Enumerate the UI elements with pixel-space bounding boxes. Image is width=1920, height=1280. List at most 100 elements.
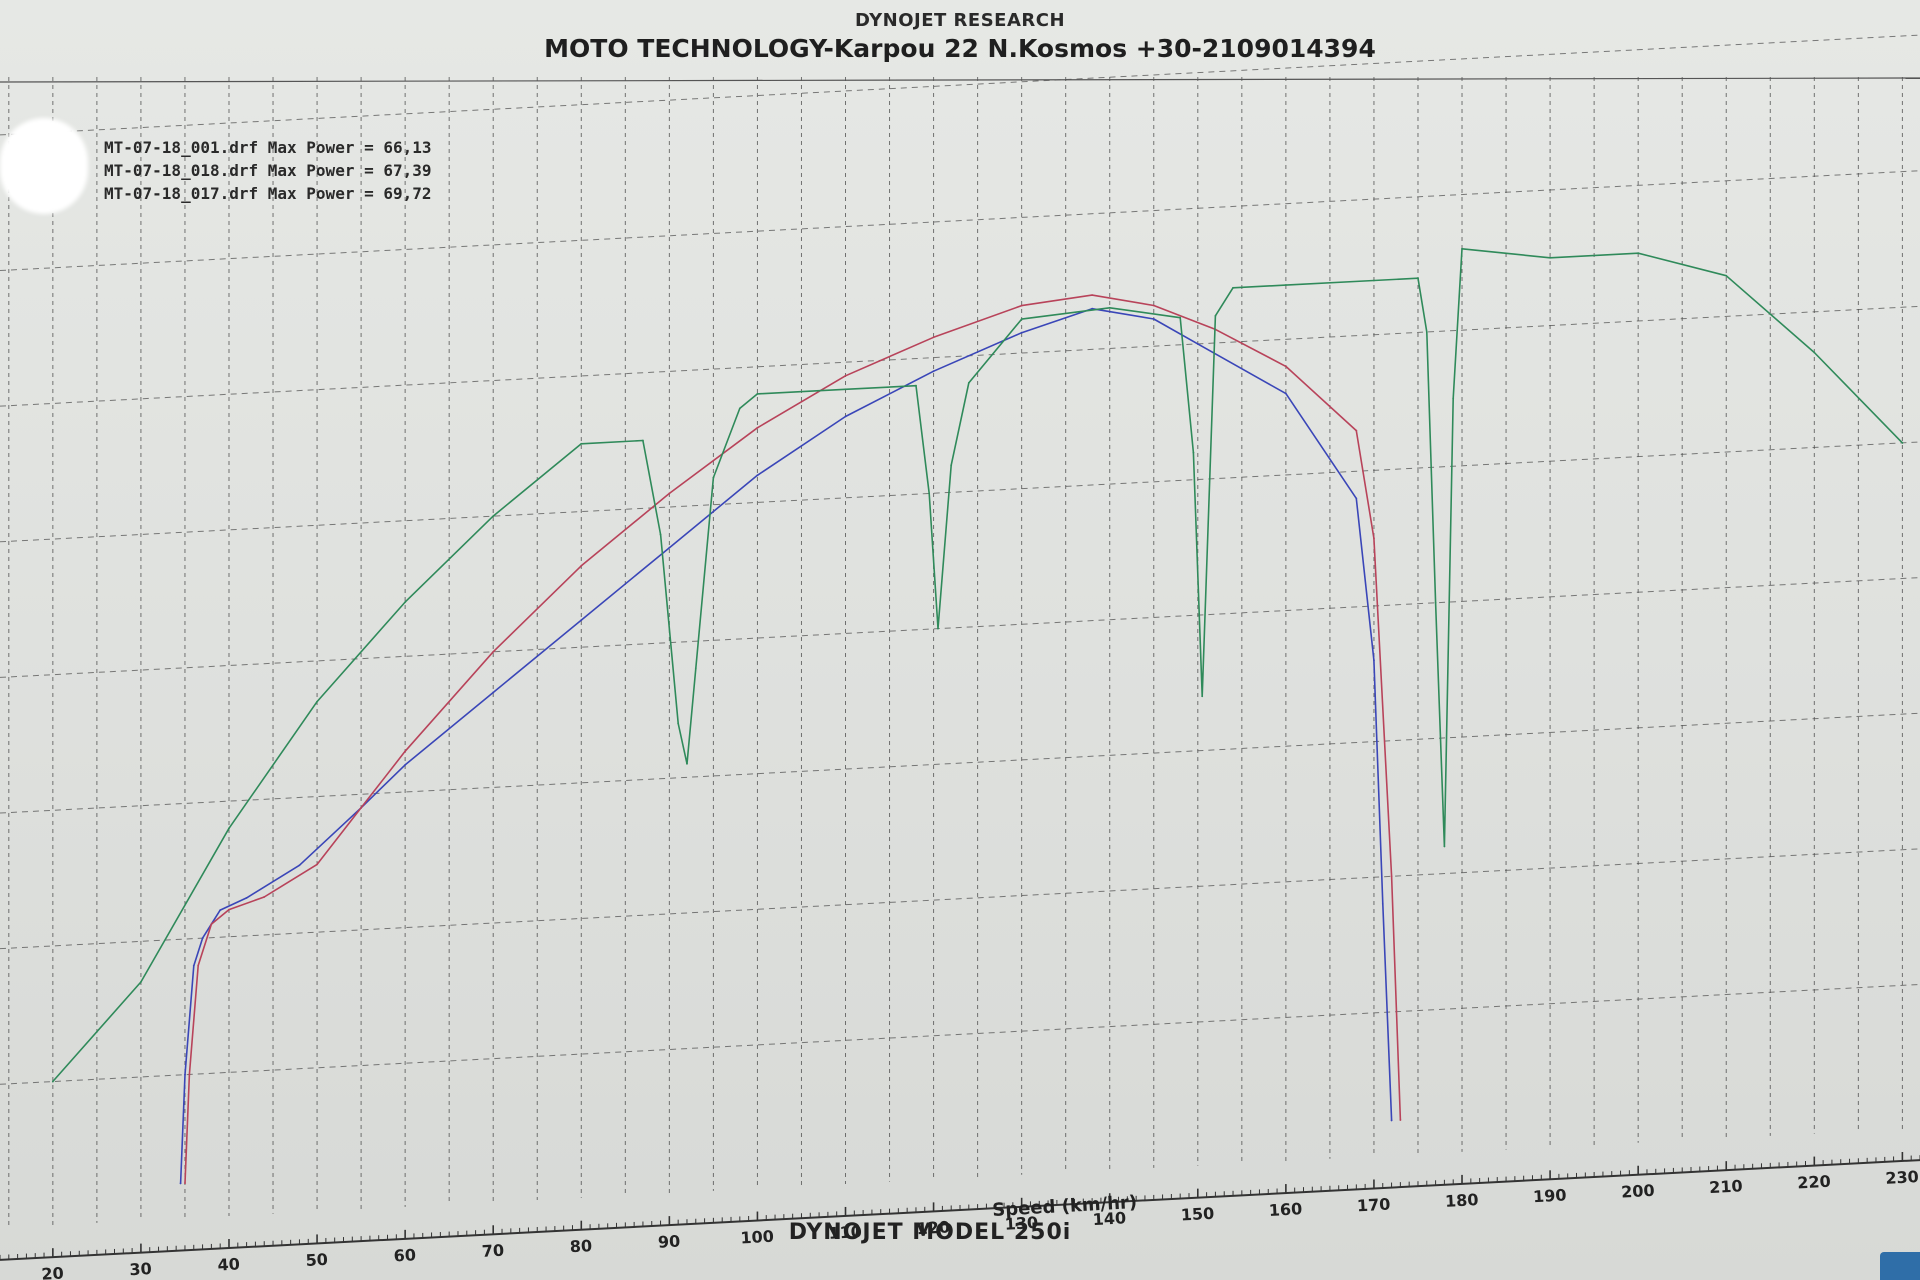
- chart-title: MOTO TECHNOLOGY-Karpou 22 N.Kosmos +30-2…: [544, 34, 1376, 63]
- series-point: [228, 827, 230, 830]
- series-point: [1091, 307, 1094, 310]
- series-point: [404, 750, 407, 753]
- series-point: [1390, 875, 1393, 878]
- series-point: [298, 864, 301, 867]
- series-point: [659, 533, 662, 536]
- series-point: [1091, 294, 1094, 297]
- series-point: [932, 370, 935, 373]
- series-point: [197, 964, 200, 967]
- series-point: [1152, 304, 1155, 307]
- x-tick-label: 180: [1445, 1190, 1479, 1211]
- series-point: [492, 691, 495, 694]
- series-point: [1425, 331, 1428, 333]
- x-tick-label: 220: [1797, 1172, 1831, 1193]
- grid-hline: [0, 577, 1920, 678]
- series-point: [51, 1080, 54, 1083]
- series-point: [316, 863, 318, 866]
- series-point: [192, 964, 195, 967]
- series-point: [188, 1073, 191, 1076]
- x-tick-label: 40: [217, 1254, 240, 1274]
- series-point: [1813, 351, 1816, 354]
- series-point: [492, 650, 495, 653]
- series-point: [404, 763, 407, 766]
- series-layer: [51, 247, 1904, 1185]
- x-axis: 20 30 40 50 60 70 80 90 100 110 120 130 140 150 160 170…: [0, 1151, 1920, 1280]
- series-point: [140, 981, 142, 983]
- series-point: [1390, 1119, 1393, 1122]
- series-point: [1452, 397, 1455, 400]
- legend-item-017: MT-07-18_017.drf Max Power = 69,72: [104, 184, 432, 203]
- x-tick-label: 150: [1180, 1204, 1214, 1225]
- series-point: [844, 415, 847, 418]
- series-point: [668, 492, 671, 495]
- series-point: [184, 1073, 186, 1076]
- series-point: [1461, 247, 1463, 250]
- series-point: [580, 564, 583, 567]
- series-point: [1201, 695, 1204, 698]
- series-point: [1192, 451, 1195, 454]
- series-point: [360, 806, 363, 809]
- grid-hline: [0, 441, 1920, 543]
- x-tick-label: 90: [657, 1232, 680, 1252]
- series-point: [1399, 1119, 1402, 1121]
- series-point: [1284, 392, 1287, 395]
- series-point: [228, 908, 230, 911]
- x-tick-label: 70: [481, 1241, 504, 1261]
- series-point: [1373, 537, 1375, 540]
- x-tick-label: 60: [393, 1245, 416, 1265]
- x-tick-label: 30: [129, 1259, 152, 1279]
- plot-top-border: [0, 77, 1920, 83]
- series-point: [844, 388, 847, 391]
- series-point: [1284, 284, 1287, 286]
- series-point: [219, 909, 222, 911]
- series-point: [245, 896, 248, 899]
- series-point: [928, 492, 931, 495]
- x-tick-label: 110: [828, 1222, 862, 1243]
- x-tick-label: 20: [41, 1264, 64, 1280]
- x-tick-label: 130: [1004, 1213, 1038, 1234]
- x-tick-label: 120: [916, 1217, 950, 1238]
- series-point: [915, 384, 917, 387]
- grid-hline: [0, 983, 1920, 1085]
- legend-item-001: MT-07-18_001.drf Max Power = 66,13: [104, 138, 432, 157]
- x-tick-label: 140: [1092, 1208, 1126, 1229]
- series-point: [738, 407, 741, 410]
- x-tick-label: 160: [1268, 1199, 1302, 1220]
- series-point: [1152, 318, 1155, 320]
- grid-hline: [0, 712, 1920, 814]
- series-point: [1355, 429, 1358, 432]
- series-point: [686, 762, 688, 765]
- series-point: [184, 1182, 186, 1185]
- redacted-logo: [0, 118, 88, 214]
- series-point: [492, 515, 495, 518]
- series-point: [179, 1182, 182, 1185]
- series-point: [580, 619, 583, 621]
- series-point: [1108, 306, 1111, 309]
- series-line-1: [179, 307, 1393, 1185]
- series-point: [677, 722, 680, 725]
- series-point: [756, 426, 759, 429]
- x-tick-label: 190: [1533, 1185, 1567, 1206]
- series-point: [1434, 601, 1437, 604]
- series-line-2: [184, 294, 1402, 1184]
- series-point: [694, 667, 697, 670]
- company-name: DYNOJET RESEARCH: [854, 10, 1066, 31]
- report-header: DYNOJET RESEARCH MOTO TECHNOLOGY-Karpou …: [0, 0, 1920, 80]
- series-point: [404, 601, 407, 604]
- x-tick-label: 100: [740, 1227, 774, 1248]
- series-point: [201, 937, 204, 940]
- series-point: [1214, 314, 1217, 317]
- series-point: [1020, 318, 1023, 321]
- series-point: [210, 923, 213, 926]
- series-point: [1725, 274, 1728, 277]
- series-point: [967, 382, 970, 384]
- series-point: [932, 336, 935, 339]
- legend-item-018: MT-07-18_018.drf Max Power = 67,39: [104, 161, 432, 180]
- series-point: [1284, 365, 1287, 368]
- series-point: [712, 476, 715, 479]
- series-point: [263, 896, 266, 898]
- series-point: [1020, 331, 1023, 334]
- series-point: [1417, 277, 1419, 280]
- series-point: [1020, 304, 1023, 307]
